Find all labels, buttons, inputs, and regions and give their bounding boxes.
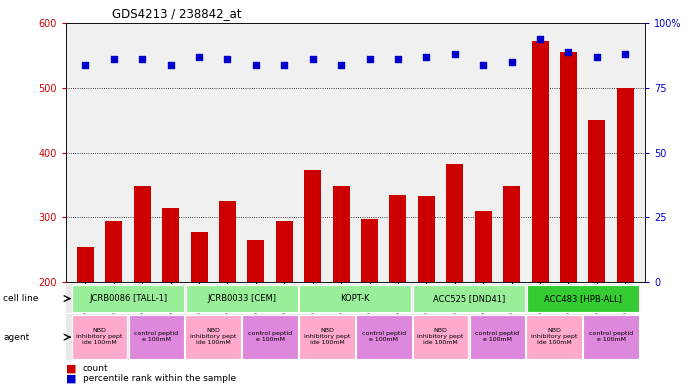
Bar bbox=[72, 315, 128, 359]
Point bbox=[279, 61, 290, 68]
Bar bbox=[617, 88, 634, 384]
Text: NBD
inhibitory pept
ide 100mM: NBD inhibitory pept ide 100mM bbox=[304, 328, 350, 344]
Text: control peptid
e 100mM: control peptid e 100mM bbox=[475, 331, 520, 342]
Bar bbox=[299, 315, 355, 359]
Bar bbox=[589, 120, 605, 384]
Text: percentile rank within the sample: percentile rank within the sample bbox=[83, 374, 236, 383]
Text: count: count bbox=[83, 364, 108, 373]
Point bbox=[137, 56, 148, 62]
Bar bbox=[526, 315, 582, 359]
Bar bbox=[361, 219, 378, 384]
Text: control peptid
e 100mM: control peptid e 100mM bbox=[589, 331, 633, 342]
Text: NBD
inhibitory pept
ide 100mM: NBD inhibitory pept ide 100mM bbox=[417, 328, 464, 344]
Text: agent: agent bbox=[3, 333, 30, 342]
Bar bbox=[503, 186, 520, 384]
Bar bbox=[106, 221, 122, 384]
Bar bbox=[389, 195, 406, 384]
Bar bbox=[134, 186, 151, 384]
Text: ■: ■ bbox=[66, 373, 76, 383]
Bar bbox=[413, 285, 525, 312]
Point bbox=[535, 35, 546, 41]
Point bbox=[307, 56, 318, 62]
Point bbox=[477, 61, 489, 68]
Text: control peptid
e 100mM: control peptid e 100mM bbox=[248, 331, 292, 342]
Bar bbox=[128, 315, 184, 359]
Bar bbox=[299, 285, 411, 312]
Bar bbox=[475, 211, 492, 384]
Bar bbox=[242, 315, 298, 359]
Point bbox=[364, 56, 375, 62]
Text: ACC483 [HPB-ALL]: ACC483 [HPB-ALL] bbox=[544, 294, 622, 303]
Bar bbox=[248, 240, 264, 384]
Bar bbox=[356, 315, 412, 359]
Text: GDS4213 / 238842_at: GDS4213 / 238842_at bbox=[112, 7, 241, 20]
Point bbox=[335, 61, 346, 68]
Bar bbox=[162, 208, 179, 384]
Point bbox=[194, 54, 205, 60]
Text: ACC525 [DND41]: ACC525 [DND41] bbox=[433, 294, 505, 303]
Point bbox=[421, 54, 432, 60]
Text: JCRB0086 [TALL-1]: JCRB0086 [TALL-1] bbox=[89, 294, 167, 303]
Point bbox=[591, 54, 602, 60]
Bar bbox=[470, 315, 525, 359]
Point bbox=[80, 61, 91, 68]
Bar bbox=[186, 285, 297, 312]
Bar bbox=[72, 285, 184, 312]
Bar bbox=[413, 315, 469, 359]
Bar bbox=[304, 170, 322, 384]
Bar bbox=[446, 164, 463, 384]
Point bbox=[620, 51, 631, 57]
Point bbox=[165, 61, 176, 68]
Text: NBD
inhibitory pept
ide 100mM: NBD inhibitory pept ide 100mM bbox=[190, 328, 237, 344]
Point bbox=[449, 51, 460, 57]
Bar bbox=[526, 285, 639, 312]
Bar bbox=[583, 315, 639, 359]
Bar bbox=[186, 315, 241, 359]
Bar bbox=[531, 41, 549, 384]
Point bbox=[506, 59, 517, 65]
Bar bbox=[219, 201, 236, 384]
Text: KOPT-K: KOPT-K bbox=[341, 294, 370, 303]
Bar bbox=[190, 232, 208, 384]
Text: ■: ■ bbox=[66, 364, 76, 374]
Bar bbox=[333, 186, 350, 384]
Bar bbox=[418, 196, 435, 384]
Bar bbox=[77, 247, 94, 384]
Text: NBD
inhibitory pept
ide 100mM: NBD inhibitory pept ide 100mM bbox=[531, 328, 578, 344]
Point bbox=[250, 61, 262, 68]
Text: control peptid
e 100mM: control peptid e 100mM bbox=[362, 331, 406, 342]
Point bbox=[393, 56, 404, 62]
Text: NBD
inhibitory pept
ide 100mM: NBD inhibitory pept ide 100mM bbox=[77, 328, 123, 344]
Bar bbox=[276, 221, 293, 384]
Point bbox=[563, 48, 574, 55]
Text: cell line: cell line bbox=[3, 294, 39, 303]
Point bbox=[222, 56, 233, 62]
Text: control peptid
e 100mM: control peptid e 100mM bbox=[135, 331, 179, 342]
Point bbox=[108, 56, 119, 62]
Text: JCRB0033 [CEM]: JCRB0033 [CEM] bbox=[207, 294, 276, 303]
Bar bbox=[560, 52, 577, 384]
